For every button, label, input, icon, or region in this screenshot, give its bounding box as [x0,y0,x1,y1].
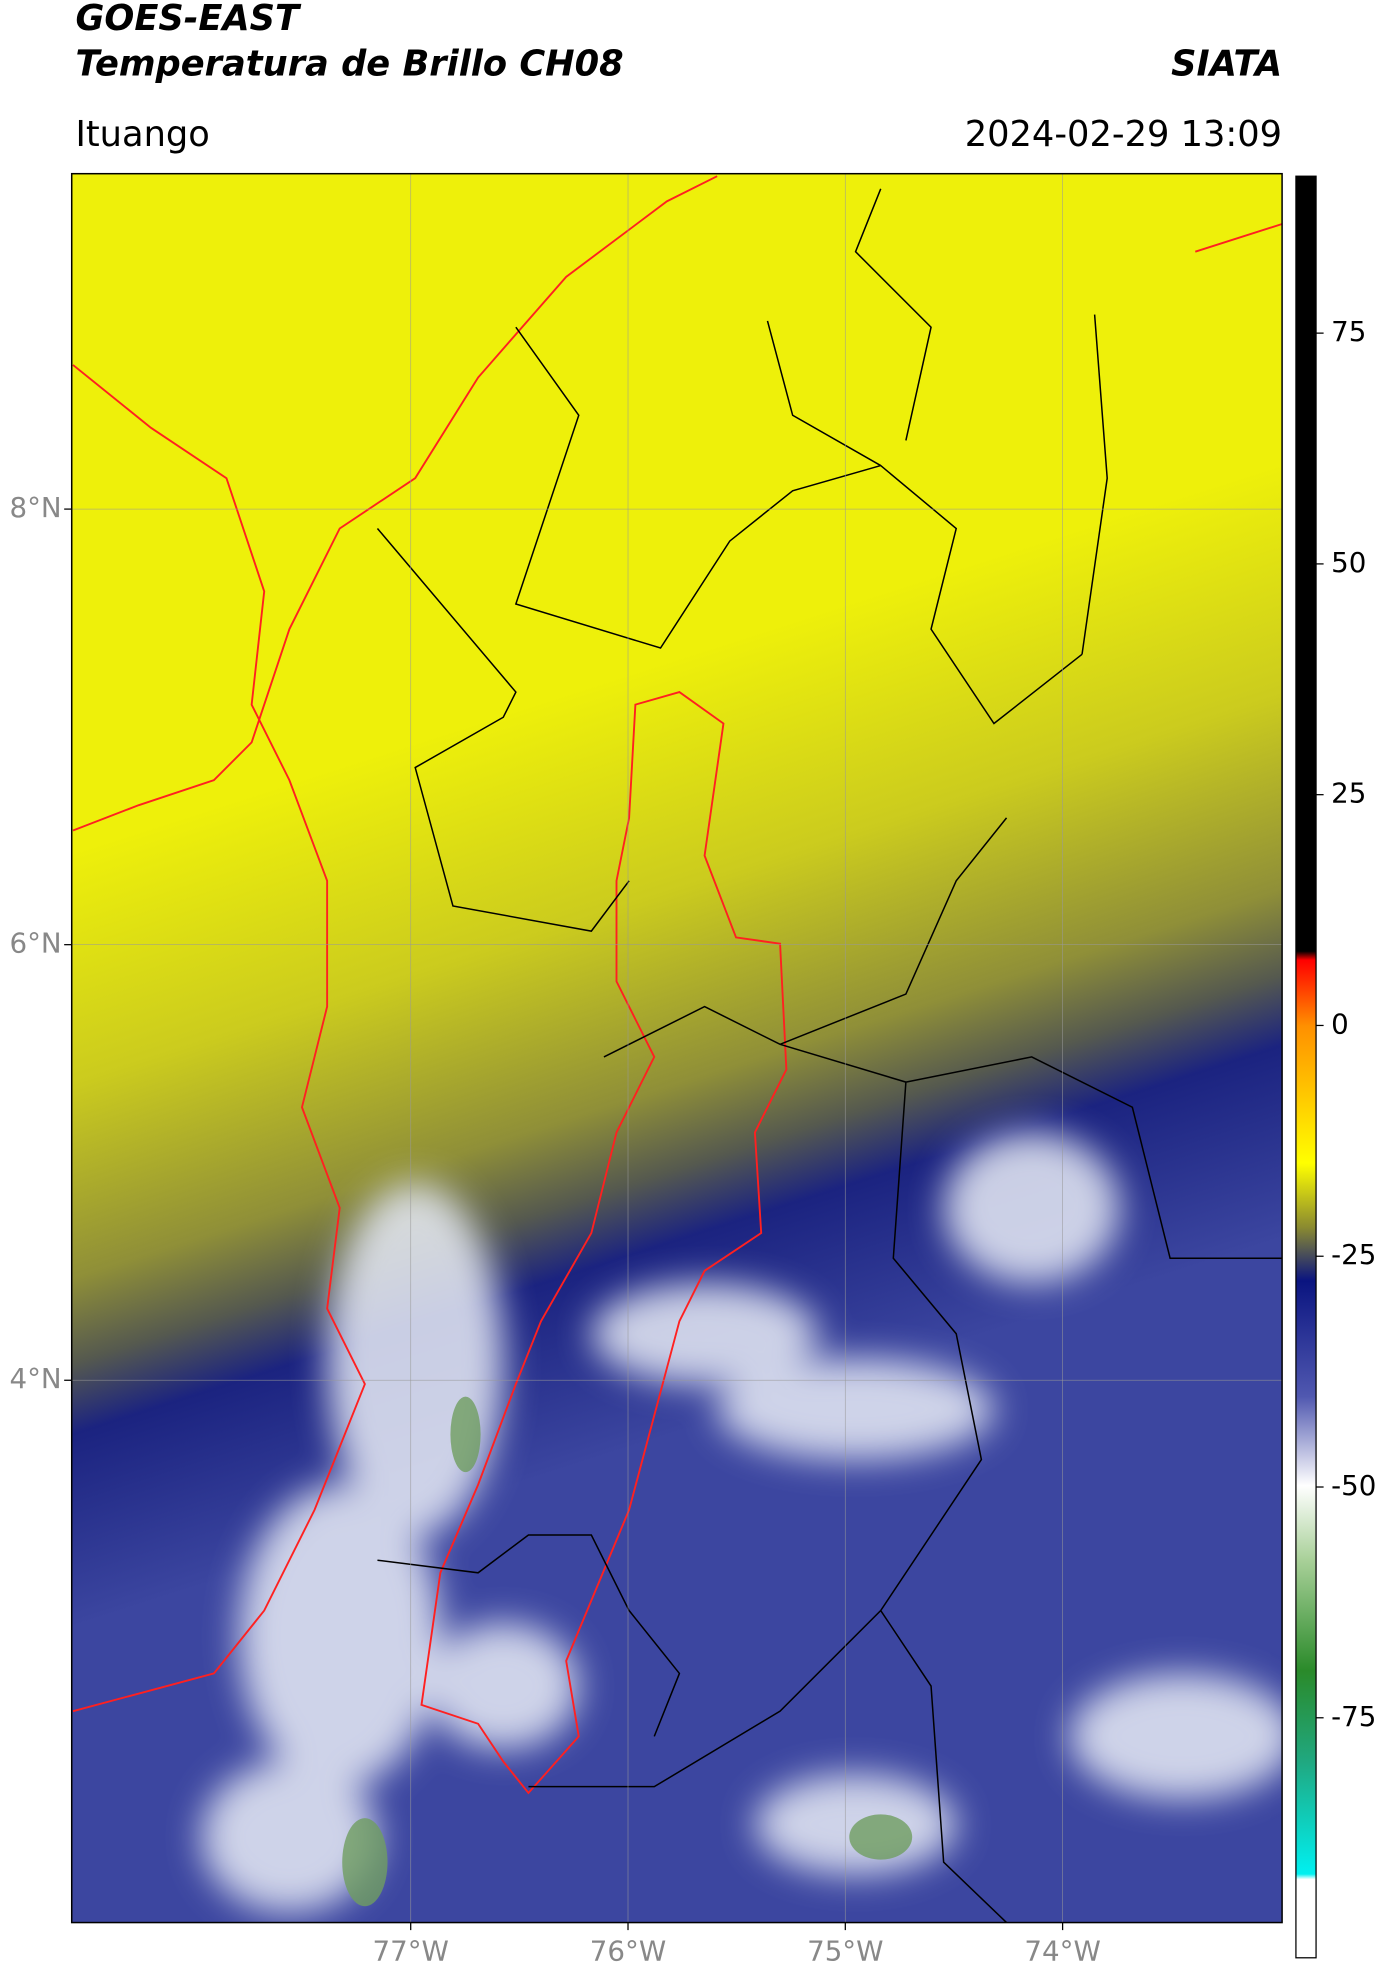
ituango-region [420,691,788,1795]
lon-tick-label: 76°W [590,1935,666,1968]
graticule: 8°N 6°N 4°N 77°W 76°W 75°W 74°W [9,173,1283,1968]
map-frame [70,172,1283,1924]
cold-tops [342,1396,913,1907]
lon-tick-label: 77°W [372,1935,448,1968]
subtitle: Temperatura de Brillo CH08 [75,43,623,84]
location: Ituango [75,114,209,155]
colorbar-tick-label: -25 [1331,1238,1376,1271]
source: SIATA [1171,43,1282,84]
colorbar-tick-label: 0 [1331,1007,1349,1040]
title: GOES-EAST [75,0,302,39]
colorbar-tick-label: -75 [1331,1700,1376,1733]
lat-tick-label: 8°N [9,491,61,524]
coastline [72,364,366,1713]
colorbar-ticks: 75 50 25 0 -25 -50 -75 [1316,315,1376,1733]
coastline [1194,223,1283,253]
colorbar-tick-label: 75 [1331,315,1366,348]
colorbar [1295,175,1317,1959]
lat-tick-label: 4°N [9,1362,61,1395]
colorbar-tick-label: 25 [1331,777,1366,810]
lat-tick-label: 6°N [9,927,61,960]
colorbar-tick-label: -50 [1331,1469,1376,1502]
admin-borders [376,188,1283,1923]
lon-tick-label: 75°W [807,1935,883,1968]
map-image [71,173,1283,1923]
coastline [72,175,718,832]
datetime: 2024-02-29 13:09 [965,114,1282,155]
colorbar-tick-label: 50 [1331,546,1366,579]
lon-tick-label: 74°W [1024,1935,1100,1968]
